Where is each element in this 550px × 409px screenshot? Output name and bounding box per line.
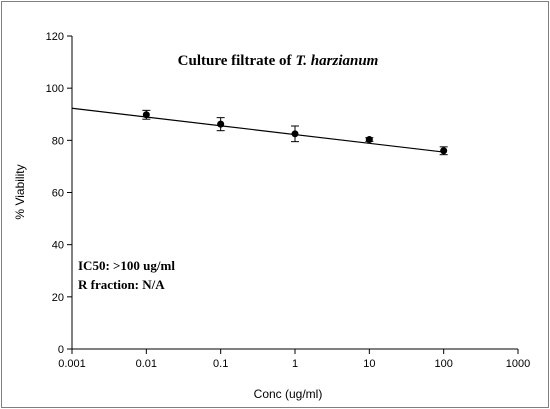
data-points [142, 109, 448, 156]
y-tick-label: 100 [46, 83, 64, 95]
y-tick-label: 40 [52, 240, 64, 252]
chart-title-species: T. harzianum [296, 53, 379, 69]
x-tick-label: 10 [363, 358, 375, 370]
data-point [440, 147, 448, 155]
x-tick-label: 1000 [506, 358, 530, 370]
data-point [365, 136, 373, 144]
x-tick-label: 0.01 [136, 358, 157, 370]
data-point [217, 120, 225, 128]
y-tick-label: 120 [46, 31, 64, 43]
y-tick-label: 20 [52, 292, 64, 304]
annotation-r-fraction: R fraction: N/A [78, 277, 165, 292]
trendline [71, 107, 444, 153]
data-point [142, 111, 150, 119]
data-point [291, 130, 299, 138]
y-axis-label: % Viability [13, 164, 27, 219]
x-tick-label: 1 [292, 358, 298, 370]
tick-labels: 0 20 40 60 80 100 120 0.001 0.01 0.1 1 10 100 1000 [46, 31, 531, 370]
annotation-ic50: IC50: >100 ug/ml [78, 258, 175, 273]
y-tick-label: 0 [58, 344, 64, 356]
x-tick-label: 100 [434, 358, 452, 370]
y-tick-label: 80 [52, 135, 64, 147]
x-tick-label: 0.001 [58, 358, 86, 370]
chart-title: Culture filtrate of T. harzianum [178, 53, 379, 69]
x-tick-label: 0.1 [213, 358, 228, 370]
y-tick-label: 60 [52, 188, 64, 200]
x-axis-label: Conc (ug/ml) [254, 387, 323, 401]
chart-title-text: Culture filtrate of [178, 53, 293, 69]
axes [67, 35, 519, 354]
trendline-layer [71, 107, 444, 153]
